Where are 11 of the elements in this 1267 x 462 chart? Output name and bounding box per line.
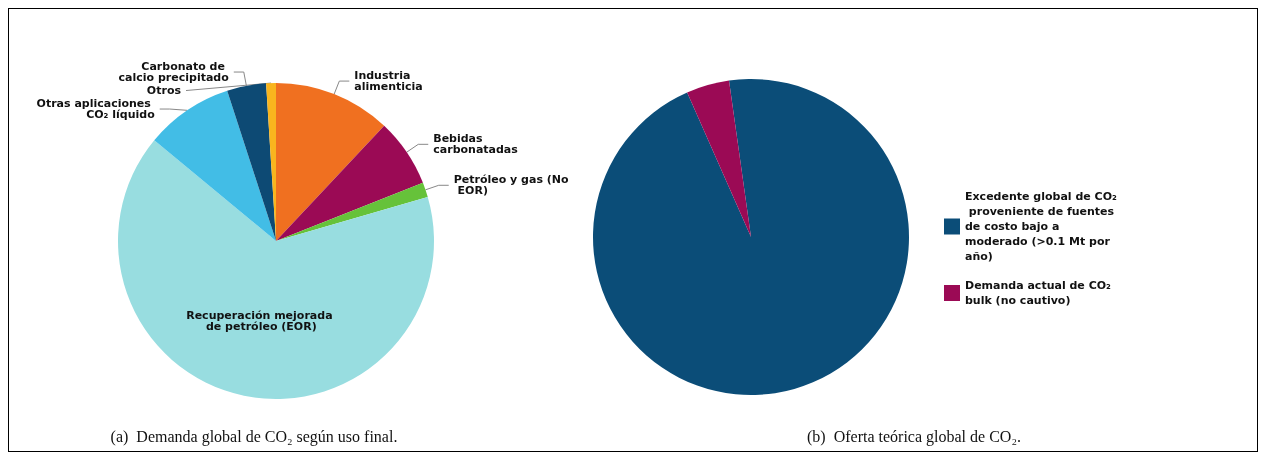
legend-label: Excedente global de CO₂ proveniente de fuentes de costo bajo a moderado (>0.1 Mt por año)	[965, 190, 1118, 263]
slice-label: Recuperación mejorada de petróleo (EOR)	[186, 309, 333, 334]
slice-label: Industria alimenticia	[354, 69, 423, 94]
legend-label: Demanda actual de CO₂ bulk (no cautivo)	[965, 279, 1115, 307]
text: (b) Oferta teórica global de CO₂.	[807, 427, 1021, 446]
slice-label: Petróleo y gas (No EOR)	[453, 173, 570, 198]
text: (a) Demanda global de CO₂ según uso final.	[110, 427, 398, 446]
slice-label: Carbonato de calcio precipitado	[118, 60, 230, 85]
slice-label: Otros	[146, 84, 182, 98]
slice-label: Otras aplicaciones CO₂ líquido	[36, 97, 156, 122]
slice-label: Bebidas carbonatadas	[433, 132, 519, 157]
